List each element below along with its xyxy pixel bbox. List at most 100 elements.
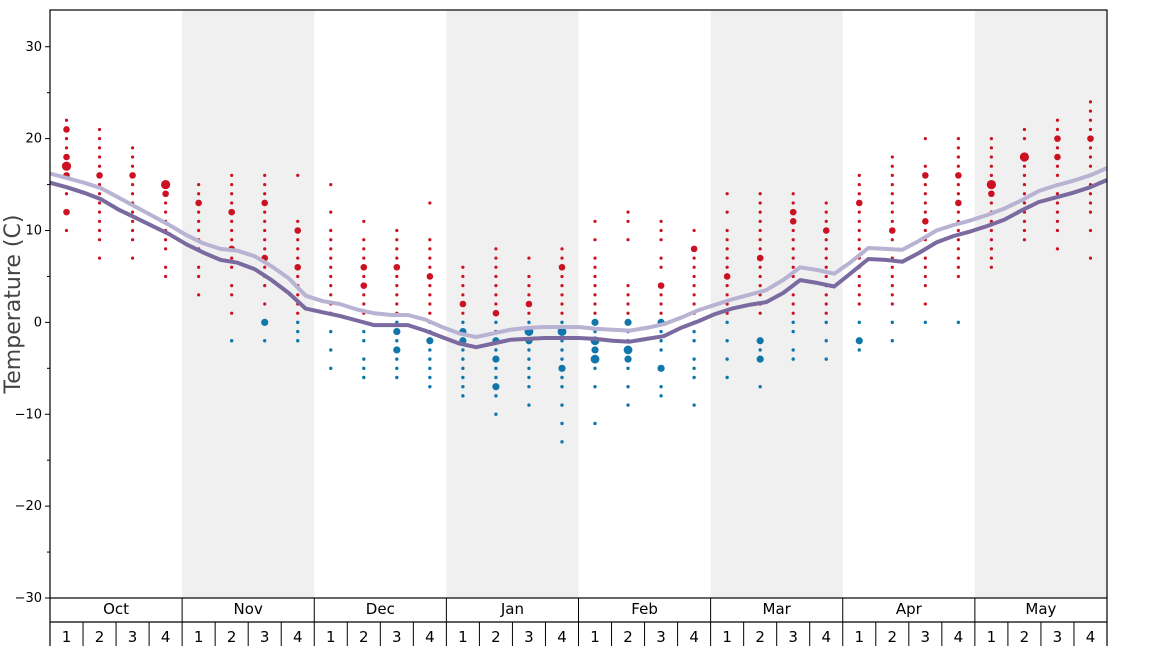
data-point xyxy=(890,201,894,205)
data-point xyxy=(97,164,102,168)
data-point xyxy=(494,265,498,269)
data-point xyxy=(428,201,432,205)
data-point xyxy=(923,274,927,279)
week-label: 1 xyxy=(62,628,72,646)
data-point xyxy=(1055,164,1060,168)
data-point xyxy=(197,274,201,279)
data-point xyxy=(428,256,432,260)
point-column xyxy=(1087,100,1094,260)
data-point xyxy=(593,238,597,242)
data-point xyxy=(263,219,267,223)
data-point xyxy=(725,375,729,380)
data-point xyxy=(725,256,729,260)
point-column xyxy=(557,247,567,444)
data-point xyxy=(725,192,729,196)
data-point xyxy=(1022,137,1027,141)
data-point xyxy=(461,320,465,325)
point-column xyxy=(261,173,269,343)
week-label: 2 xyxy=(623,628,633,646)
data-point xyxy=(758,201,762,205)
data-point xyxy=(527,256,531,260)
data-point xyxy=(758,274,762,279)
data-point xyxy=(428,265,432,269)
data-point xyxy=(824,247,828,251)
data-point xyxy=(393,346,401,354)
data-point xyxy=(1054,153,1061,161)
data-point xyxy=(230,265,234,269)
data-point xyxy=(824,339,828,343)
data-point xyxy=(129,172,136,179)
data-point xyxy=(857,293,861,297)
data-point xyxy=(494,256,498,260)
data-point xyxy=(329,210,333,214)
data-point xyxy=(557,327,567,336)
data-point xyxy=(824,357,828,361)
data-point xyxy=(329,366,333,371)
month-label: May xyxy=(1025,600,1056,618)
data-point xyxy=(395,357,399,361)
data-point xyxy=(692,329,696,334)
data-point xyxy=(1055,219,1060,223)
week-label: 4 xyxy=(557,628,567,646)
data-point xyxy=(791,329,795,334)
y-tick-label: −30 xyxy=(15,591,42,606)
data-point xyxy=(890,284,894,288)
data-point xyxy=(857,219,861,223)
data-point xyxy=(329,348,333,352)
data-point xyxy=(1055,192,1060,196)
data-point xyxy=(857,348,861,352)
data-point xyxy=(824,201,828,205)
data-point xyxy=(197,228,201,233)
data-point xyxy=(64,146,69,150)
data-point xyxy=(956,164,960,168)
data-point xyxy=(1022,192,1027,196)
data-point xyxy=(857,247,861,251)
data-point xyxy=(623,345,633,355)
data-point xyxy=(428,311,432,315)
data-point xyxy=(461,265,465,269)
data-point xyxy=(395,274,399,279)
data-point xyxy=(560,293,564,297)
week-label: 1 xyxy=(326,628,336,646)
data-point xyxy=(1087,135,1094,142)
y-axis-title: Temperature (C) xyxy=(1,215,26,395)
data-point xyxy=(527,293,531,297)
data-point xyxy=(659,228,663,233)
data-point xyxy=(395,302,399,306)
month-label: Feb xyxy=(631,600,658,618)
data-point xyxy=(164,247,168,251)
point-column xyxy=(61,118,72,233)
month-label: Oct xyxy=(103,600,129,618)
data-point xyxy=(624,355,632,363)
data-point xyxy=(230,228,234,233)
data-point xyxy=(758,219,762,223)
data-point xyxy=(923,265,927,269)
point-column xyxy=(855,173,863,352)
data-point xyxy=(494,394,498,398)
data-point xyxy=(1088,192,1093,196)
data-point xyxy=(230,182,234,187)
data-point xyxy=(626,284,630,288)
data-point xyxy=(494,247,498,251)
data-point xyxy=(857,192,861,196)
data-point xyxy=(923,228,927,233)
data-point xyxy=(857,238,861,242)
data-point xyxy=(593,219,597,223)
data-point xyxy=(956,146,960,150)
data-point xyxy=(956,182,960,187)
data-point xyxy=(989,238,993,242)
data-point xyxy=(130,146,135,150)
data-point xyxy=(329,284,333,288)
data-point xyxy=(527,348,531,352)
data-point xyxy=(890,173,894,177)
point-column xyxy=(623,210,633,407)
data-point xyxy=(428,284,432,288)
data-point xyxy=(329,247,333,251)
data-point xyxy=(692,293,696,297)
data-point xyxy=(955,199,962,207)
data-point xyxy=(988,190,995,198)
week-label: 2 xyxy=(1020,628,1030,646)
data-point xyxy=(855,337,863,345)
week-label: 2 xyxy=(227,628,237,646)
